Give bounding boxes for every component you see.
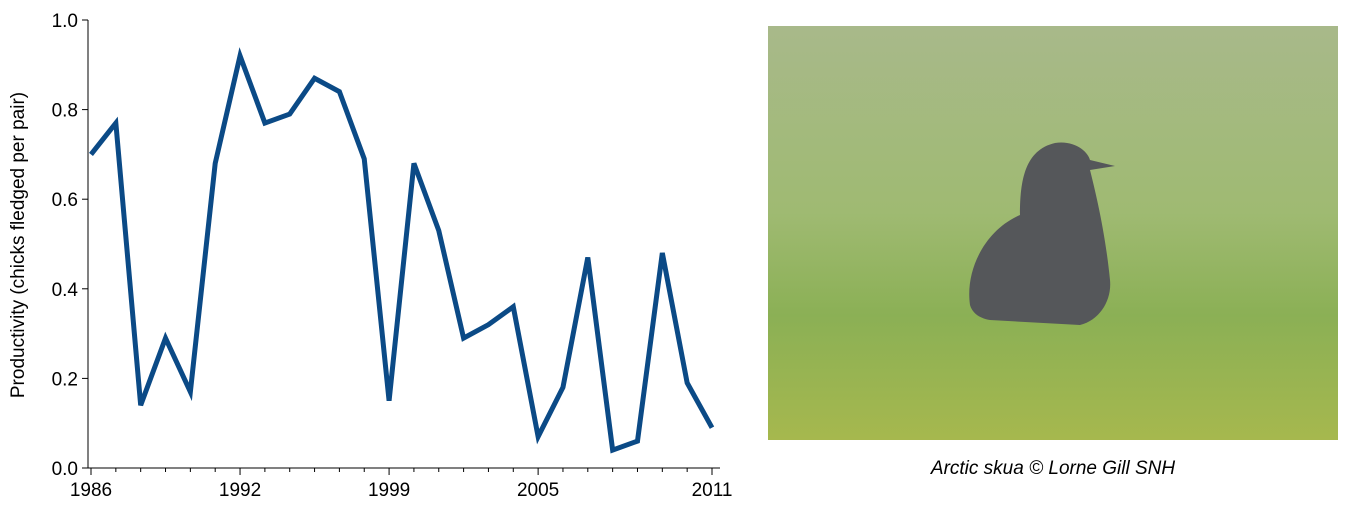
x-tick-label: 2011 (692, 480, 733, 501)
page: Arctic skua © Lorne Gill SNH Productivit… (0, 0, 1345, 510)
y-tick-label: 1.0 (52, 11, 78, 32)
data-line (91, 56, 712, 450)
y-tick-label: 0.8 (52, 101, 78, 122)
y-tick-label: 0.0 (52, 459, 78, 480)
y-tick-label: 0.2 (52, 369, 78, 390)
y-tick-label: 0.4 (52, 280, 79, 301)
y-tick-label: 0.6 (52, 190, 78, 211)
x-tick-label: 2005 (517, 480, 559, 501)
photo: Arctic skua © Lorne Gill SNH (768, 26, 1338, 479)
y-axis-label: Productivity (chicks fledged per pair) (8, 92, 29, 398)
x-tick-label: 1986 (70, 480, 112, 501)
photo-caption: Arctic skua © Lorne Gill SNH (930, 458, 1175, 479)
x-tick-label: 1999 (368, 480, 410, 501)
x-tick-label: 1992 (219, 480, 261, 501)
